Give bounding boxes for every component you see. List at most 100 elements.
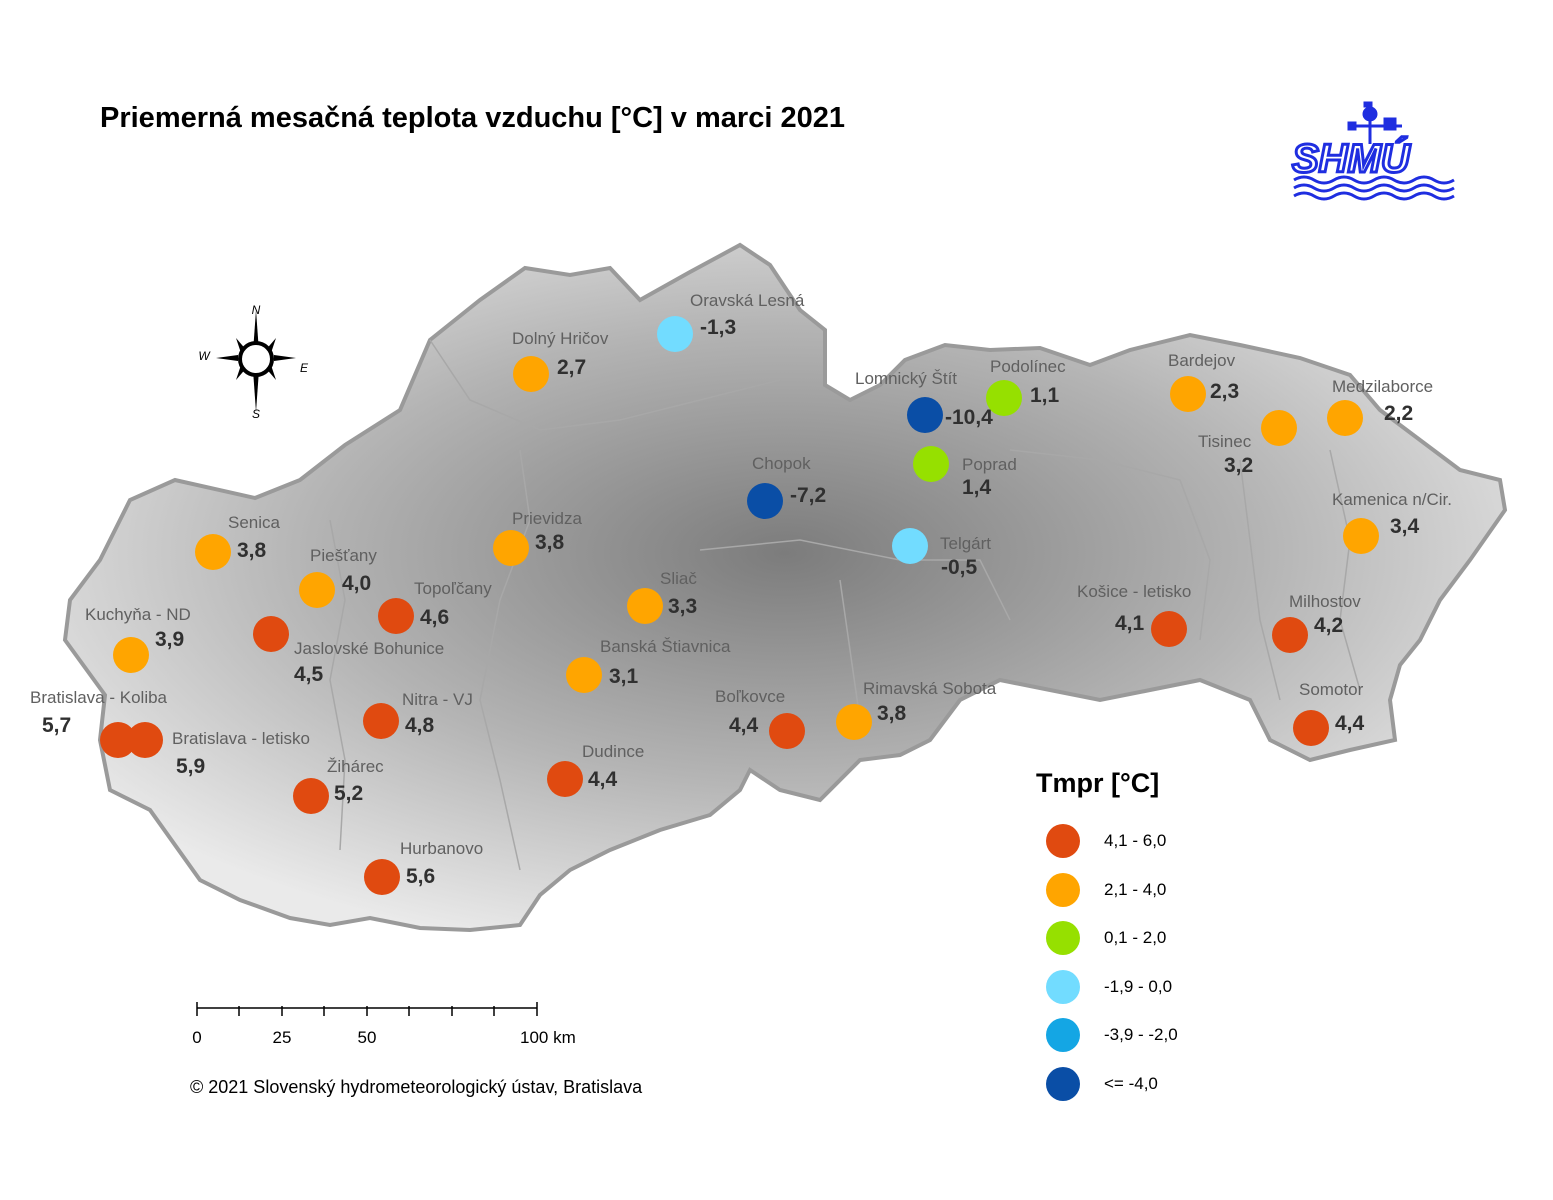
station-marker [293,778,329,814]
station-sliac: Sliač 3,3 [627,569,697,624]
station-marker [836,704,872,740]
station-value: 3,1 [609,665,639,688]
station-kosice-letisko: Košice - letisko 4,1 [1077,582,1191,647]
legend-label: 0,1 - 2,0 [1104,928,1167,948]
station-marker [100,722,136,758]
station-value: -10,4 [945,406,993,429]
station-name: Jaslovské Bohunice [294,639,444,658]
station-name: Hurbanovo [400,839,483,858]
station-tisinec: Tisinec 3,2 [1198,410,1297,477]
legend-item: 2,1 - 4,0 [1036,866,1178,915]
station-senica: Senica 3,8 [195,513,281,570]
station-marker [657,316,693,352]
station-value: 5,6 [406,865,435,888]
station-name: Kuchyňa - ND [85,605,191,624]
station-value: 4,4 [729,714,759,737]
station-name: Dolný Hričov [512,329,609,348]
station-podolinec: Podolínec 1,1 [986,357,1066,416]
station-value: 3,8 [877,702,907,725]
station-value: 5,2 [334,782,363,805]
scale-bar: 0 25 50 100 km [192,1002,576,1047]
station-topolcany: Topoľčany 4,6 [378,579,492,634]
station-kamenica-n-cir: Kamenica n/Cir. 3,4 [1332,490,1452,554]
station-value: 3,3 [668,595,697,618]
station-prievidza: Prievidza 3,8 [493,509,582,566]
station-bolkovce: Boľkovce 4,4 [715,687,805,749]
scale-tick-50: 50 [358,1028,377,1047]
station-telgart: Telgárt -0,5 [892,528,991,579]
scale-tick-100: 100 km [520,1028,576,1047]
legend-swatch [1046,921,1080,956]
compass-n: N [252,303,261,317]
legend-swatch [1046,1018,1080,1053]
station-name: Milhostov [1289,592,1361,611]
station-value: 4,4 [1335,712,1365,735]
station-name: Košice - letisko [1077,582,1191,601]
station-marker [253,616,289,652]
station-nitra-vj: Nitra - VJ 4,8 [363,690,473,739]
legend-label: 2,1 - 4,0 [1104,879,1167,899]
logo-text: SHMÚ [1292,135,1411,181]
station-oravska-lesna: Oravská Lesná -1,3 [657,291,805,352]
station-bratislava-koliba: Bratislava - Koliba 5,7 [30,688,168,758]
scale-tick-25: 25 [273,1028,292,1047]
station-chopok: Chopok -7,2 [747,454,826,519]
station-marker [747,483,783,519]
station-name: Podolínec [990,357,1066,376]
station-name: Kamenica n/Cir. [1332,490,1452,509]
station-value: 4,6 [420,606,449,629]
station-dudince: Dudince 4,4 [547,742,644,797]
scale-tick-0: 0 [192,1028,201,1047]
station-value: -7,2 [790,484,826,507]
station-marker [566,657,602,693]
station-name: Piešťany [310,546,377,565]
legend-label: 4,1 - 6,0 [1104,831,1167,851]
station-marker [913,446,949,482]
station-bratislava-letisko: Bratislava - letisko 5,9 [127,722,310,778]
copyright-text: © 2021 Slovenský hydrometeorologický úst… [190,1077,643,1097]
legend-swatch [1046,1066,1080,1101]
station-hurbanovo: Hurbanovo 5,6 [364,839,483,895]
station-value: 4,1 [1115,612,1145,635]
station-marker [364,859,400,895]
station-value: 3,9 [155,628,184,651]
legend-title: Tmpr [°C] [1036,768,1160,798]
station-value: 2,7 [557,356,586,379]
station-medzilaborce: Medzilaborce 2,2 [1327,377,1433,436]
station-value: 2,2 [1384,402,1413,425]
station-name: Sliač [660,569,697,588]
station-marker [299,572,335,608]
station-value: 4,2 [1314,614,1343,637]
station-marker [1293,710,1329,746]
legend: Tmpr [°C] 4,1 - 6,0 2,1 - 4,0 0,1 - 2,0 -1,… [1036,768,1178,1108]
compass-w: W [198,349,211,363]
station-name: Oravská Lesná [690,291,805,310]
station-name: Boľkovce [715,687,785,706]
station-name: Rimavská Sobota [863,679,997,698]
legend-label: <= -4,0 [1104,1073,1158,1093]
legend-item: -1,9 - 0,0 [1036,963,1178,1012]
station-jaslovske-bohunice: Jaslovské Bohunice 4,5 [253,616,444,686]
station-marker [986,380,1022,416]
station-value: 1,1 [1030,384,1060,407]
legend-label: -3,9 - -2,0 [1104,1025,1178,1045]
station-marker [1170,376,1206,412]
station-marker [907,397,943,433]
region-boundaries [329,339,1361,871]
station-marker [513,356,549,392]
legend-swatch [1046,824,1080,859]
station-name: Lomnický Štít [855,369,957,388]
station-value: 3,8 [535,531,565,554]
station-name: Bardejov [1168,351,1236,370]
station-value: 3,2 [1224,454,1253,477]
station-marker [1261,410,1297,446]
station-kuchyna-nd: Kuchyňa - ND 3,9 [85,605,191,673]
station-name: Somotor [1299,680,1364,699]
station-rimavska-sobota: Rimavská Sobota 3,8 [836,679,997,740]
station-value: 4,4 [588,768,618,791]
legend-items: 4,1 - 6,0 2,1 - 4,0 0,1 - 2,0 -1,9 - 0,0 -3,… [1036,817,1178,1108]
legend-item: 4,1 - 6,0 [1036,817,1178,866]
station-marker [113,637,149,673]
compass-rose: N S E W [198,303,309,420]
